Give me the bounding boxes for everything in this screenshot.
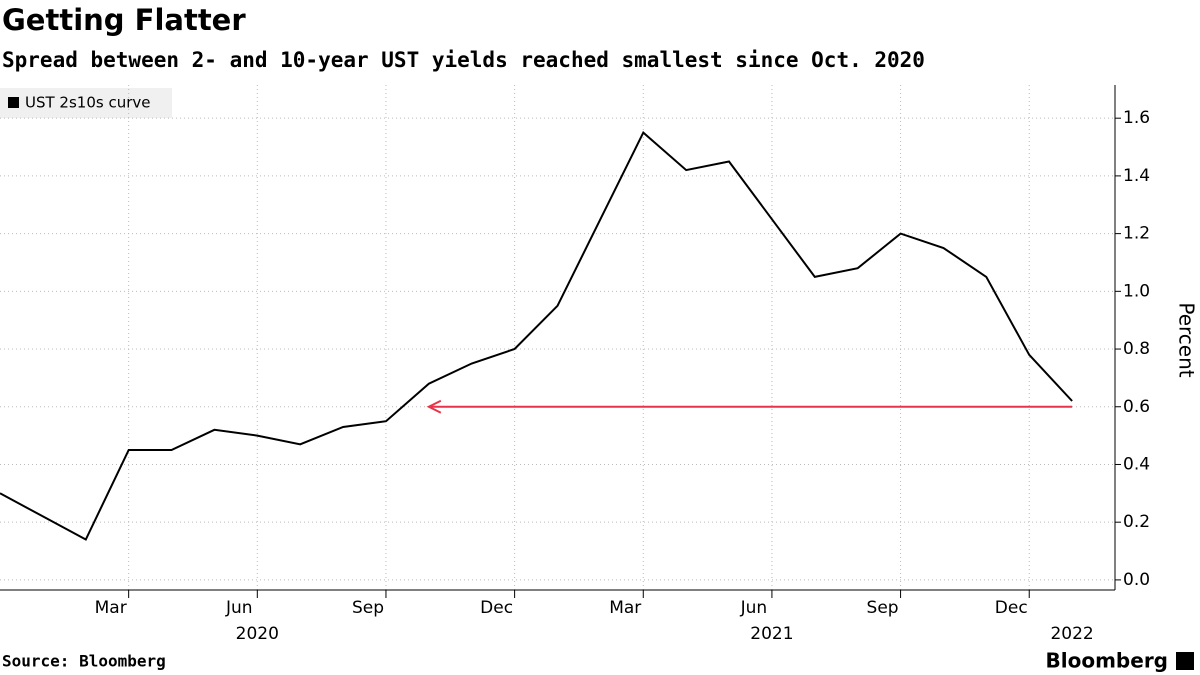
chart-subtitle: Spread between 2- and 10-year UST yields… [2, 48, 925, 72]
x-tick-label: Mar [609, 598, 641, 618]
y-tick-label: 0.2 [1123, 512, 1150, 532]
brand-icon [1176, 652, 1194, 670]
series-line [0, 130, 1073, 541]
y-axis-label: Percent [1175, 302, 1199, 377]
x-tick-label: Jun [740, 598, 768, 618]
x-tick-label: Dec [480, 598, 513, 618]
legend-box [0, 88, 172, 118]
chart-title: Getting Flatter [2, 3, 246, 37]
y-tick-label: 1.0 [1123, 281, 1150, 301]
x-year-label: 2021 [750, 624, 793, 644]
arrow-head [426, 399, 442, 414]
x-tick-label: Jun [225, 598, 253, 618]
x-tick-label: Sep [352, 598, 384, 618]
x-year-label: 2020 [236, 624, 279, 644]
legend-label: UST 2s10s curve [25, 94, 151, 112]
y-tick-label: 1.4 [1123, 166, 1150, 186]
source: Source: Bloomberg [2, 652, 166, 671]
y-tick-label: 0.0 [1123, 570, 1150, 590]
y-tick-label: 0.8 [1123, 339, 1150, 359]
x-tick-label: Sep [867, 598, 899, 618]
brand: Bloomberg [1046, 649, 1168, 673]
x-tick-label: Mar [95, 598, 127, 618]
y-tick-label: 1.6 [1123, 108, 1150, 128]
x-year-label: 2022 [1050, 624, 1093, 644]
legend-swatch [8, 97, 19, 108]
y-tick-label: 0.4 [1123, 454, 1150, 474]
y-tick-label: 0.6 [1123, 397, 1150, 417]
x-tick-label: Dec [995, 598, 1028, 618]
y-tick-label: 1.2 [1123, 224, 1150, 244]
